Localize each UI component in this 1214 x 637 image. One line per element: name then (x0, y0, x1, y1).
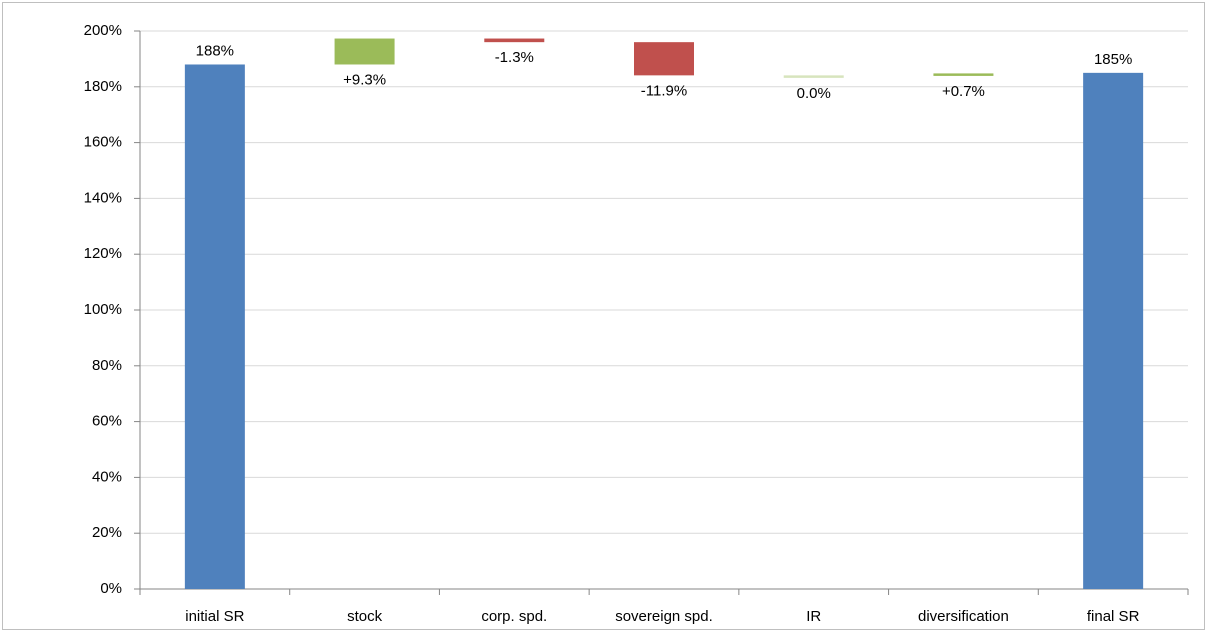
data-label: +9.3% (343, 71, 386, 88)
data-label: 0.0% (797, 85, 831, 102)
y-tick-label: 80% (92, 357, 122, 374)
y-tick-label: 120% (84, 245, 122, 262)
bar (184, 64, 245, 590)
chart-border (2, 2, 1205, 630)
data-label: -1.3% (495, 49, 534, 66)
y-tick-label: 20% (92, 524, 122, 541)
x-tick-label: sovereign spd. (615, 608, 713, 625)
y-tick-label: 40% (92, 468, 122, 485)
bar (634, 42, 694, 76)
bar (484, 38, 545, 43)
x-tick-label: diversification (918, 608, 1009, 625)
data-label: 185% (1094, 51, 1132, 68)
grid (134, 30, 1189, 595)
data-label: 188% (196, 42, 234, 59)
x-tick-label: corp. spd. (481, 608, 547, 625)
bar (1083, 72, 1144, 590)
y-tick-label: 200% (84, 22, 122, 39)
y-tick-label: 60% (92, 413, 122, 430)
y-tick-label: 180% (84, 78, 122, 95)
x-tick-label: IR (806, 608, 821, 625)
data-label: -11.9% (641, 82, 687, 99)
bar (334, 38, 395, 65)
y-tick-label: 160% (84, 134, 122, 151)
y-tick-label: 0% (100, 580, 122, 597)
y-tick-label: 100% (84, 301, 122, 318)
y-tick-label: 140% (84, 189, 122, 206)
data-label: +0.7% (942, 83, 985, 100)
bar (783, 75, 844, 78)
x-tick-label: stock (347, 608, 383, 625)
x-tick-label: initial SR (185, 608, 244, 625)
bars (184, 38, 1144, 590)
x-tick-label: final SR (1087, 608, 1140, 625)
labels: 0% 20% 40% 60% 80% 100% 120% 140% 160% 180% 200% 18… (84, 22, 1140, 625)
bar (933, 73, 994, 76)
